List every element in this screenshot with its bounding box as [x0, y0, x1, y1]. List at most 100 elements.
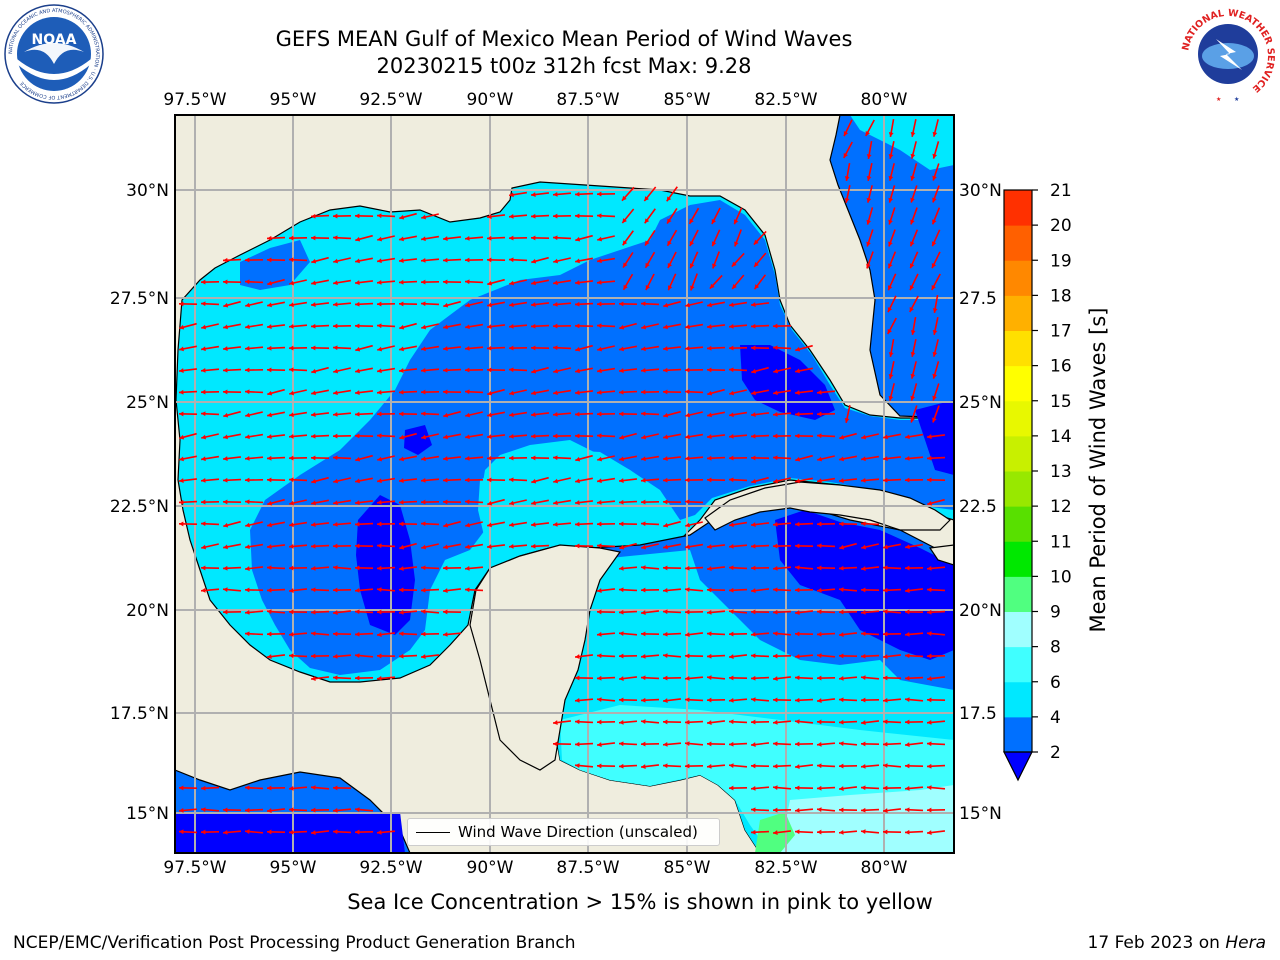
wave-direction-arrow — [332, 389, 352, 396]
wave-direction-arrow — [926, 653, 946, 659]
footer-organization: NCEP/EMC/Verification Post Processing Pr… — [13, 933, 576, 953]
wave-direction-arrow — [354, 543, 374, 549]
wave-direction-arrow — [684, 763, 704, 769]
wave-direction-arrow — [926, 609, 946, 615]
wave-direction-arrow — [888, 383, 895, 401]
wave-direction-arrow — [795, 344, 813, 352]
colorbar: 2 4 6 8 9 10 11 12 13 14 15 16 17 18 19 20 21 — [1003, 181, 1072, 782]
wave-direction-arrow — [596, 323, 616, 329]
wave-direction-arrow — [443, 433, 461, 440]
wave-direction-arrow — [926, 455, 946, 461]
wave-direction-arrow — [332, 499, 352, 506]
wave-direction-arrow — [223, 323, 241, 330]
wave-direction-arrow — [200, 279, 220, 285]
wave-direction-arrow — [662, 742, 682, 747]
wave-direction-arrow — [421, 323, 439, 330]
wave-direction-arrow — [200, 345, 220, 352]
wave-direction-arrow — [486, 235, 506, 241]
wave-direction-arrow — [750, 455, 770, 461]
wave-direction-arrow — [860, 720, 880, 725]
colorbar-segment — [1004, 295, 1032, 331]
lat-tick-right: 25°N — [959, 393, 1002, 413]
wave-direction-arrow — [904, 719, 924, 725]
wave-direction-arrow — [904, 588, 924, 593]
wave-direction-arrow — [596, 719, 616, 725]
wave-direction-arrow — [750, 675, 770, 681]
wave-direction-arrow — [464, 367, 484, 373]
wave-direction-arrow — [666, 186, 678, 202]
wave-direction-arrow — [794, 610, 814, 615]
wave-direction-arrow — [179, 345, 197, 352]
wave-direction-arrow — [178, 499, 198, 505]
wave-direction-arrow — [377, 345, 395, 352]
wave-direction-arrow — [420, 609, 440, 614]
wave-direction-arrow — [728, 675, 748, 681]
wave-direction-arrow — [772, 631, 792, 636]
wave-direction-arrow — [332, 302, 352, 307]
wave-direction-arrow — [311, 279, 329, 286]
lat-tick-left: 22.5°N — [110, 497, 169, 517]
wave-direction-arrow — [662, 389, 682, 395]
wave-direction-arrow — [690, 273, 698, 291]
wave-direction-arrow — [750, 697, 770, 702]
wave-direction-arrow — [200, 368, 220, 373]
wave-direction-arrow — [420, 455, 440, 462]
wave-direction-arrow — [932, 141, 940, 159]
wave-direction-arrow — [597, 235, 615, 242]
wave-direction-arrow — [816, 565, 836, 571]
wave-direction-arrow — [244, 543, 264, 550]
wave-direction-arrow — [420, 499, 440, 505]
wave-direction-arrow — [883, 433, 901, 440]
wave-direction-arrow — [712, 251, 720, 269]
wave-direction-arrow — [398, 368, 418, 373]
wave-direction-arrow — [223, 410, 241, 418]
colorbar-segment — [1004, 260, 1032, 296]
wave-direction-arrow — [910, 207, 918, 225]
wave-direction-arrow — [772, 522, 792, 527]
wave-direction-arrow — [266, 785, 286, 791]
wave-direction-arrow — [685, 411, 703, 418]
wave-direction-arrow — [552, 499, 572, 506]
wave-direction-arrow — [311, 256, 329, 264]
wave-direction-arrow — [442, 236, 462, 241]
wave-direction-arrow — [464, 456, 484, 461]
wave-direction-arrow — [667, 273, 677, 291]
wave-direction-arrow — [882, 456, 902, 461]
wave-direction-arrow — [596, 653, 616, 659]
wave-direction-arrow — [552, 213, 572, 219]
wave-direction-arrow — [926, 477, 946, 483]
wave-direction-arrow — [552, 302, 572, 307]
wave-direction-arrow — [640, 587, 660, 593]
wave-direction-arrow — [750, 345, 770, 351]
colorbar-tick-label: 8 — [1050, 638, 1061, 658]
wave-direction-arrow — [354, 411, 374, 417]
wave-direction-arrow — [926, 720, 946, 725]
wave-direction-arrow — [574, 411, 594, 417]
wave-direction-arrow — [575, 367, 593, 374]
wave-direction-arrow — [772, 389, 792, 396]
wave-direction-arrow — [904, 763, 924, 769]
wave-direction-arrow — [574, 390, 594, 395]
wave-direction-arrow — [618, 653, 638, 659]
wave-direction-arrow — [487, 411, 505, 418]
wave-direction-arrow — [794, 829, 814, 835]
wave-direction-arrow — [662, 499, 682, 505]
wave-direction-arrow — [597, 345, 615, 352]
wave-direction-arrow — [552, 235, 572, 241]
wave-direction-arrow — [904, 675, 924, 681]
wave-direction-arrow — [640, 368, 660, 373]
wave-direction-arrow — [640, 675, 660, 681]
wave-direction-arrow — [910, 361, 917, 379]
wave-direction-arrow — [332, 345, 352, 351]
wave-direction-arrow — [706, 455, 726, 461]
wave-direction-arrow — [860, 478, 880, 483]
wave-direction-arrow — [706, 741, 726, 747]
wave-direction-arrow — [904, 543, 924, 550]
wave-direction-arrow — [728, 609, 748, 614]
wave-direction-arrow — [866, 207, 874, 225]
wave-direction-arrow — [333, 257, 351, 264]
wave-direction-arrow — [882, 609, 902, 614]
wave-direction-arrow — [910, 163, 918, 181]
wave-direction-arrow — [640, 631, 660, 637]
